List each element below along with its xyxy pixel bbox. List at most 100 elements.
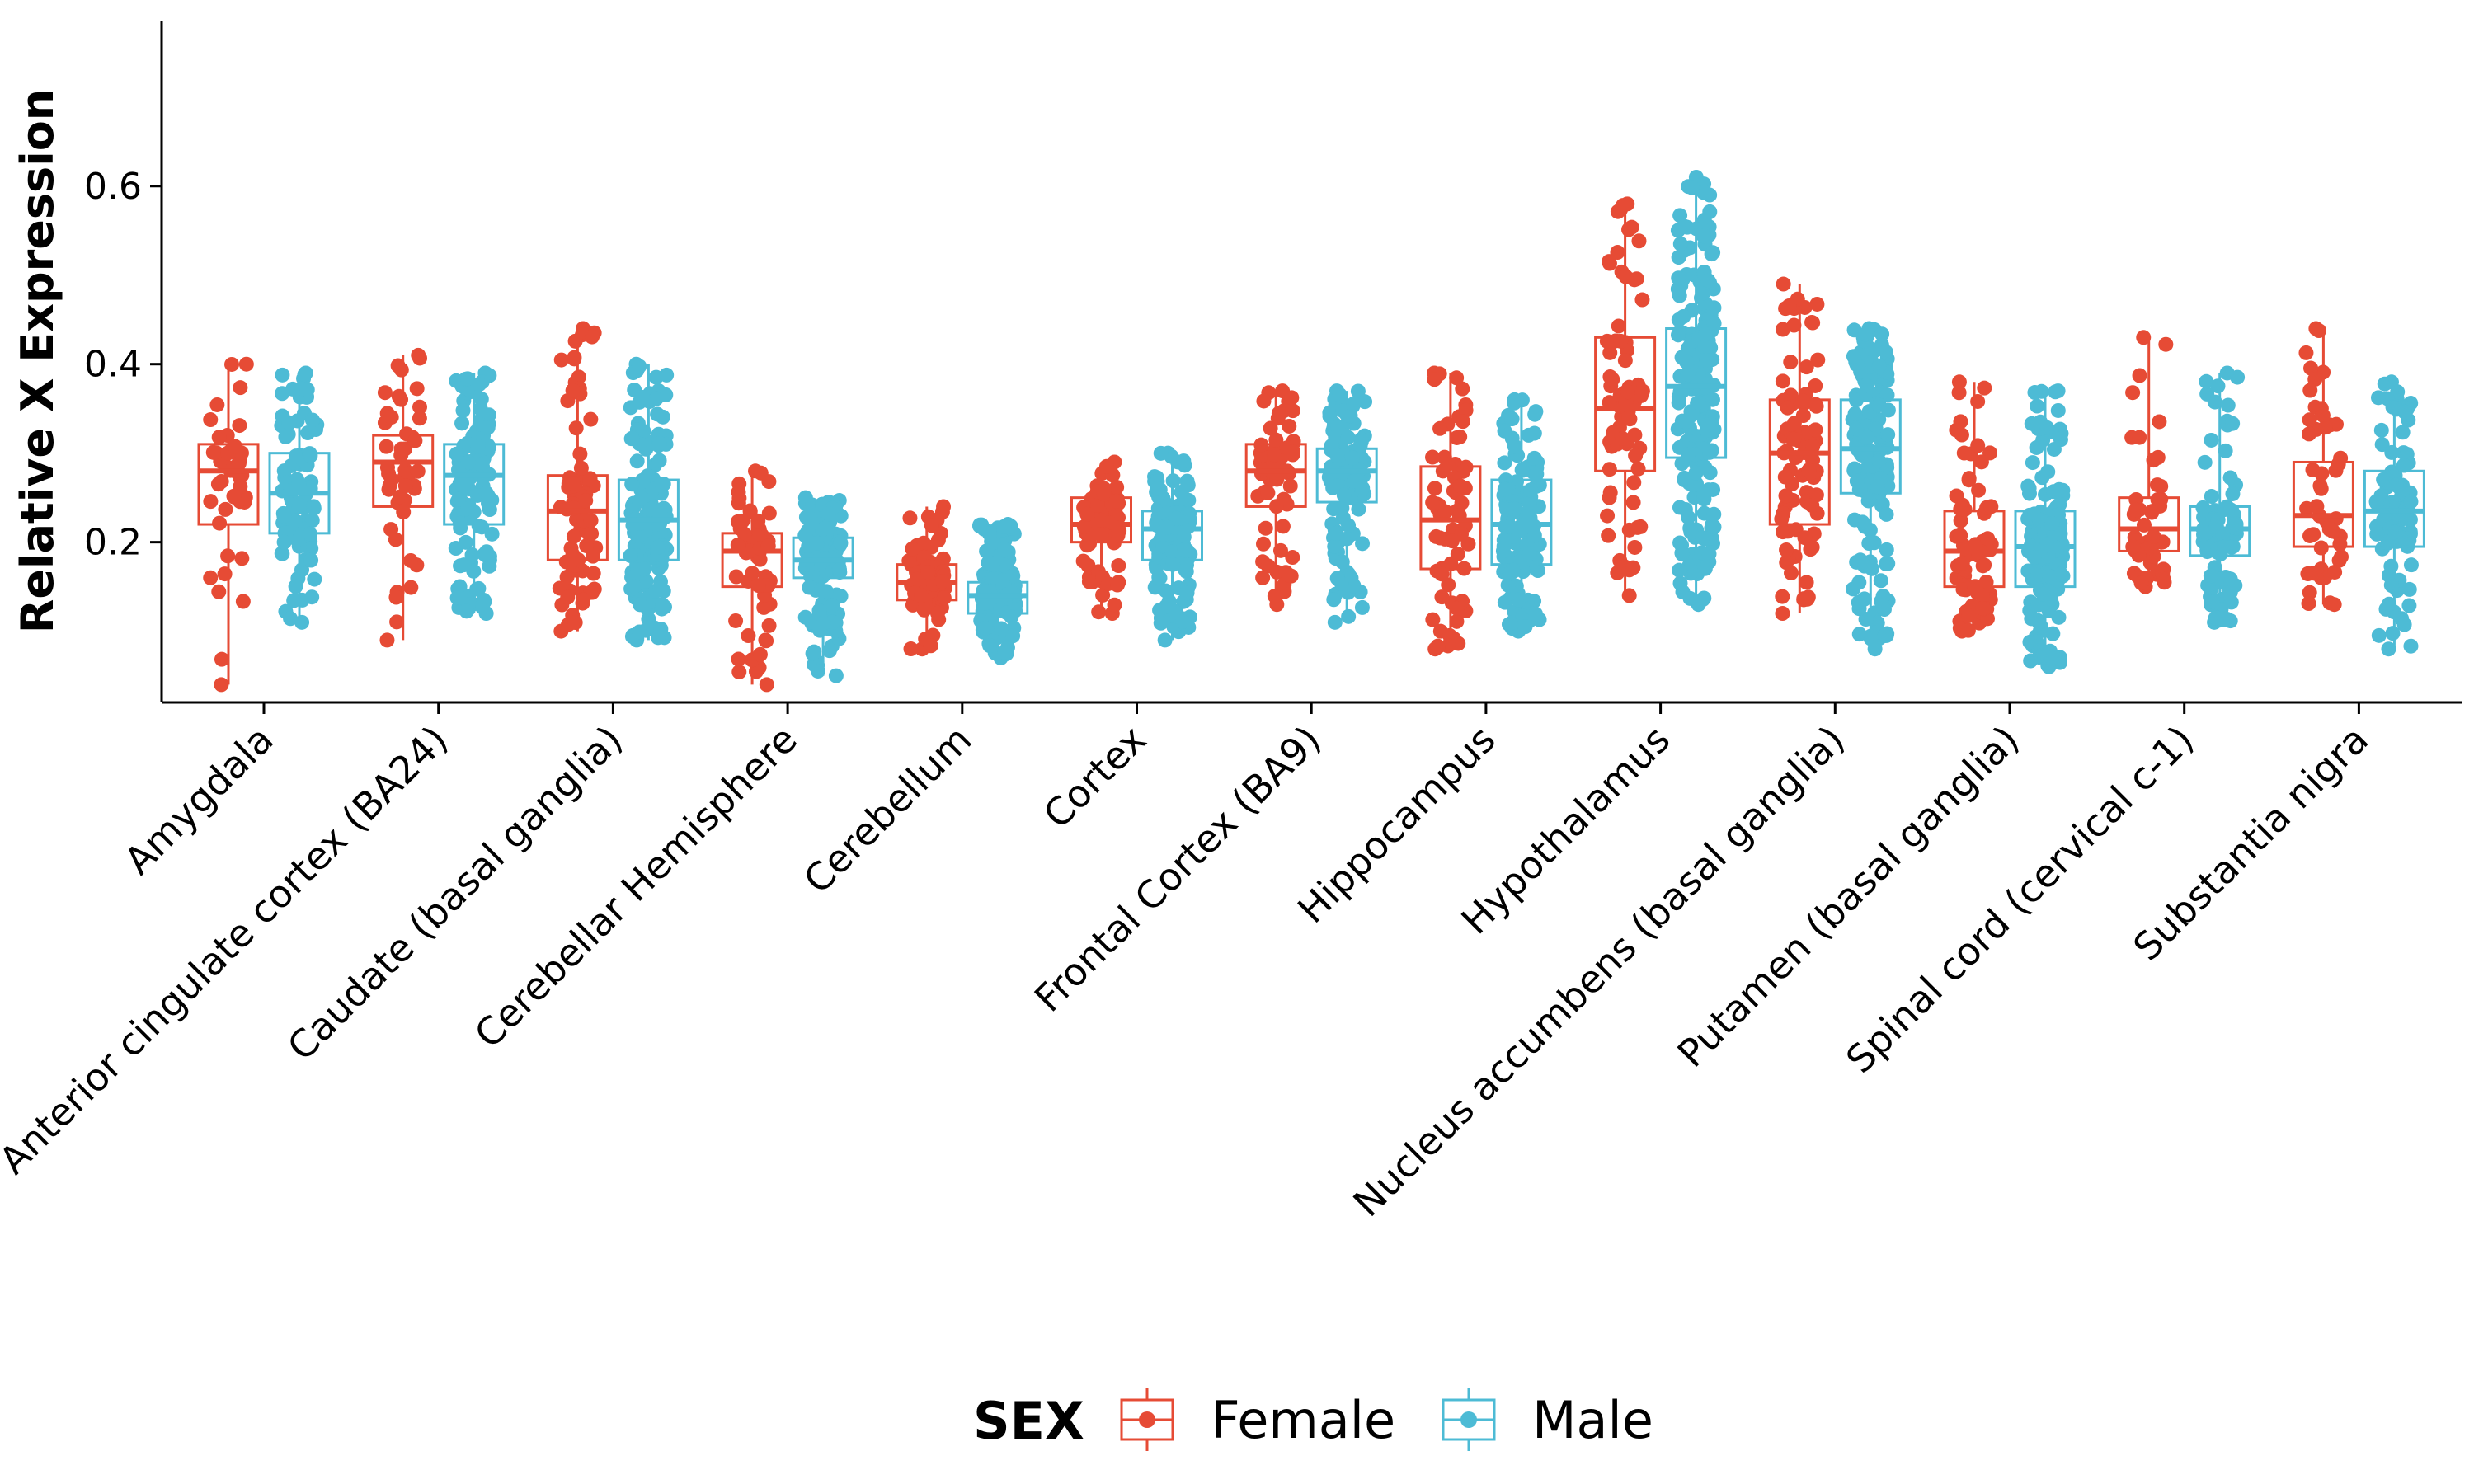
x-tick-label: Cerebellum [795, 717, 981, 903]
data-point [2401, 598, 2417, 613]
data-point [1805, 315, 1821, 331]
data-point [1521, 427, 1536, 443]
data-point [2204, 432, 2219, 448]
data-point [1847, 406, 1863, 421]
data-point [1153, 445, 1169, 461]
data-point [2314, 466, 2330, 481]
data-point [407, 433, 423, 448]
data-point [816, 615, 831, 631]
data-point [1681, 447, 1696, 463]
data-point [971, 519, 987, 534]
data-point [2023, 653, 2039, 669]
data-point [1499, 501, 1515, 517]
data-point [2403, 638, 2419, 654]
data-point [1977, 557, 1992, 573]
data-point [1355, 536, 1371, 552]
data-point [1611, 318, 1626, 334]
data-point [1776, 276, 1791, 292]
data-point [1970, 438, 1986, 453]
data-point [2125, 539, 2141, 555]
data-point [1275, 519, 1291, 534]
data-point [1511, 592, 1526, 608]
data-point [1961, 608, 1977, 624]
data-point [2150, 449, 2166, 465]
data-point [571, 552, 586, 568]
data-point [2222, 585, 2238, 600]
data-point [2395, 425, 2411, 440]
data-point [632, 359, 647, 374]
data-point [214, 677, 229, 693]
data-point [2222, 470, 2238, 486]
data-point [982, 638, 998, 654]
data-point [1951, 374, 1967, 390]
data-point [1775, 373, 1790, 389]
data-point [1846, 349, 1861, 364]
data-point [1425, 495, 1441, 510]
data-point [1522, 495, 1537, 510]
data-point [1329, 448, 1345, 463]
data-point [1605, 372, 1620, 387]
data-point [650, 406, 666, 422]
data-point [1627, 539, 1643, 555]
data-point [2396, 458, 2411, 473]
data-point [745, 566, 760, 581]
data-point [1282, 418, 1297, 434]
data-point [1682, 520, 1698, 536]
legend-label: Female [1211, 1390, 1395, 1450]
data-point [1775, 606, 1790, 622]
data-point [1455, 414, 1470, 430]
data-point [1778, 488, 1794, 504]
data-point [1625, 495, 1641, 510]
data-point [2210, 378, 2226, 394]
data-point [1973, 454, 1989, 470]
data-point [1260, 485, 1276, 500]
data-point [1706, 316, 1722, 331]
data-point [1095, 587, 1111, 603]
data-point [582, 471, 598, 486]
data-point [1618, 269, 1634, 284]
data-point [397, 441, 413, 457]
data-point [1504, 411, 1520, 427]
data-point [1874, 326, 1890, 342]
data-point [209, 397, 225, 412]
data-point [1799, 359, 1814, 375]
data-point [1165, 556, 1181, 572]
data-point [567, 615, 583, 631]
data-point [377, 385, 393, 401]
data-point [1507, 439, 1522, 454]
data-point [304, 412, 320, 428]
data-point [2217, 612, 2232, 627]
data-point [276, 534, 292, 550]
data-point [1449, 613, 1465, 629]
data-point [2216, 539, 2232, 555]
data-point [810, 663, 825, 679]
data-point [472, 377, 487, 392]
data-point [1804, 498, 1820, 514]
data-point [2381, 596, 2396, 612]
data-point [815, 522, 830, 538]
data-point [1677, 470, 1692, 486]
data-point [1327, 614, 1343, 630]
data-point [2303, 360, 2319, 376]
data-point [1427, 481, 1442, 496]
legend-key-point [1139, 1411, 1155, 1428]
data-point [629, 453, 645, 469]
data-point [2024, 416, 2039, 431]
data-point [396, 505, 412, 520]
x-tick-label: Putamen (basal ganglia) [1669, 717, 2028, 1076]
data-point [731, 476, 747, 491]
data-point [1858, 612, 1874, 627]
data-point [1953, 513, 1968, 528]
data-point [1345, 450, 1361, 466]
data-point [1253, 437, 1269, 453]
data-point [307, 571, 322, 587]
data-point [479, 547, 495, 562]
data-point [1775, 524, 1790, 540]
data-point [1621, 588, 1637, 603]
data-point [291, 477, 307, 492]
data-point [1270, 411, 1286, 426]
data-point [464, 547, 480, 563]
data-point [1098, 458, 1114, 474]
data-point [232, 418, 247, 434]
data-point [1630, 461, 1646, 477]
